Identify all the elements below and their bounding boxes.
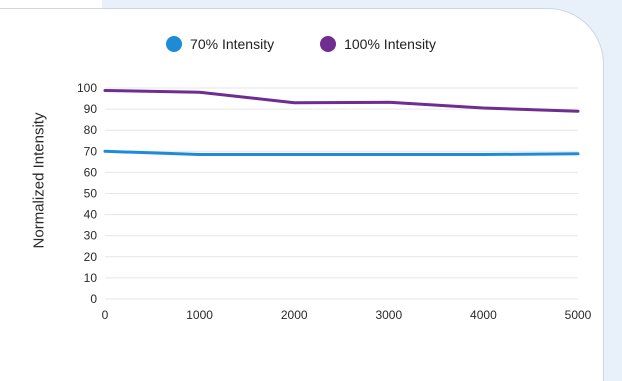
x-tick-label-3000: 3000	[375, 308, 402, 322]
y-tick-label-80: 80	[84, 123, 98, 137]
y-tick-label-10: 10	[84, 271, 98, 285]
x-tick-label-4000: 4000	[470, 308, 497, 322]
legend-label-100: 100% Intensity	[344, 36, 436, 52]
x-tick-label-1000: 1000	[186, 308, 213, 322]
x-tick-label-0: 0	[102, 308, 109, 322]
y-tick-label-20: 20	[84, 250, 98, 264]
y-tick-label-0: 0	[90, 292, 97, 306]
x-tick-label-5000: 5000	[565, 308, 592, 322]
y-tick-label-40: 40	[84, 208, 98, 222]
y-tick-label-30: 30	[84, 229, 98, 243]
legend-item-70: 70% Intensity	[166, 36, 274, 52]
y-tick-label-70: 70	[84, 144, 98, 158]
y-tick-label-100: 100	[77, 81, 97, 95]
legend-marker-70-icon	[166, 36, 183, 52]
x-tick-label-2000: 2000	[281, 308, 308, 322]
series-line-1	[103, 89, 580, 113]
legend-marker-100-icon	[320, 36, 337, 52]
series-line-0	[103, 149, 580, 156]
y-tick-label-50: 50	[84, 187, 98, 201]
chart-card	[0, 8, 604, 381]
legend-label-70: 70% Intensity	[190, 36, 275, 52]
legend-item-100: 100% Intensity	[320, 36, 436, 52]
y-tick-label-60: 60	[84, 165, 98, 179]
y-tick-label-90: 90	[84, 102, 98, 116]
legend: 70% Intensity 100% Intensity	[0, 36, 612, 52]
